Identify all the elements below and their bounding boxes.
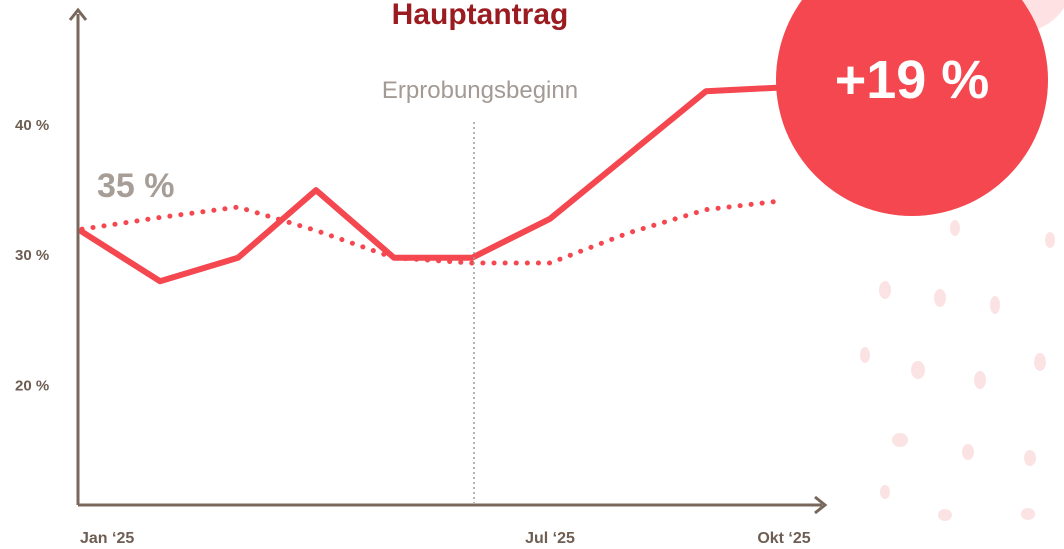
decor-dots [860, 220, 1055, 521]
y-tick-label: 20 % [15, 377, 49, 394]
chart: Hauptantrag 20 % 30 % 40 % Jan ‘25 Jul ‘25 Ok… [0, 0, 1064, 549]
marker-label: Erprobungsbeginn [382, 77, 578, 104]
x-tick-label: Jan ‘25 [80, 530, 134, 547]
x-tick-label: Okt ‘25 [757, 530, 810, 547]
start-value-label: 35 % [97, 167, 175, 205]
y-tick-label: 40 % [15, 117, 49, 134]
solid-line [82, 87, 784, 281]
x-tick-label: Jul ‘25 [525, 530, 575, 547]
chart-title: Hauptantrag [392, 0, 569, 31]
y-tick-label: 30 % [15, 247, 49, 264]
dotted-line [82, 201, 784, 263]
badge-label: +19 % [835, 50, 990, 110]
